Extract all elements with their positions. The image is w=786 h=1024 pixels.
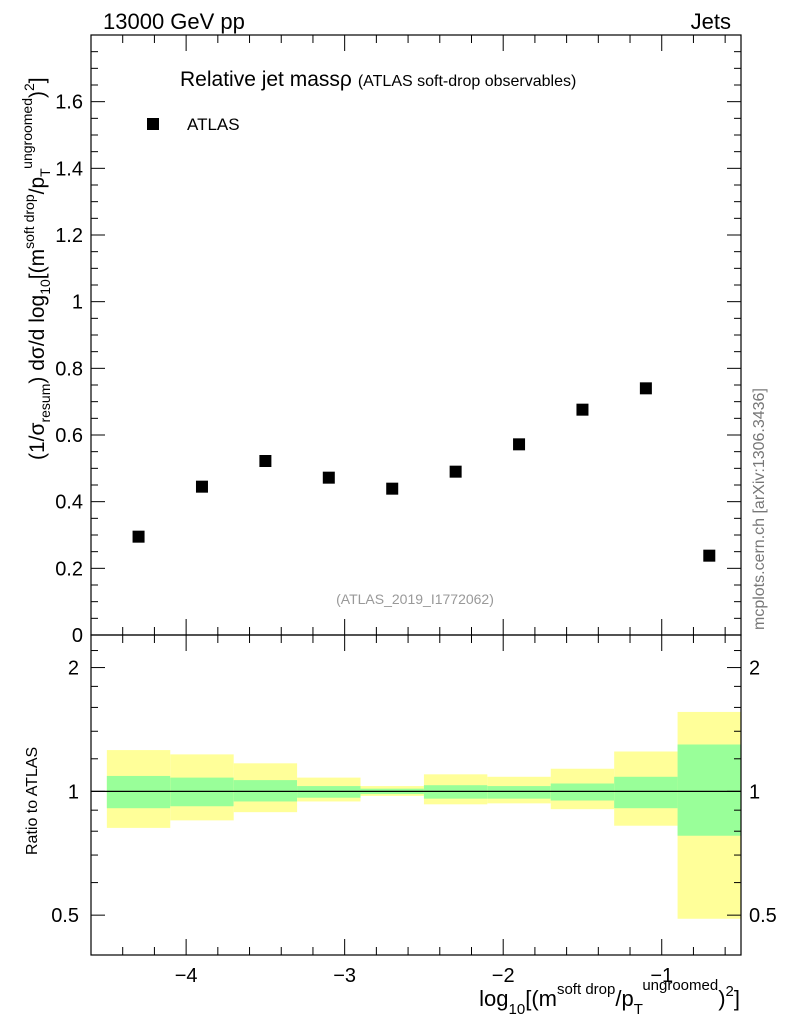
data-point-atlas [703,549,716,562]
main-y-tick-label: 1.2 [55,225,83,247]
data-point-atlas [639,382,652,395]
x-tick-label: −3 [333,965,356,987]
data-point-atlas [449,465,462,478]
main-panel: Relative jet massρ (ATLAS soft-drop obser… [19,34,742,647]
ratio-y-axis-label: Ratio to ATLAS [24,747,41,855]
data-point-atlas [132,530,145,543]
ratio-y-tick-label-right: 0.5 [749,905,777,927]
data-point-atlas [386,482,399,495]
legend-label: ATLAS [187,115,240,134]
ratio-y-tick-label-right: 2 [749,658,760,680]
data-point-atlas [322,471,335,484]
ratio-inner-band [106,775,171,809]
ratio-y-tick-label: 1 [68,781,79,803]
chart-title: Relative jet massρ (ATLAS soft-drop obser… [180,68,576,91]
data-point-atlas [259,455,272,467]
ratio-y-tick-label: 0.5 [51,905,79,927]
ratio-inner-band [677,744,741,836]
ratio-y-tick-label-right: 1 [749,781,760,803]
ratio-y-tick-label: 2 [68,658,79,680]
data-point-atlas [576,403,589,416]
main-y-tick-label: 1 [72,292,83,314]
main-y-tick-label: 0.4 [55,492,83,514]
ratio-inner-band [614,776,678,809]
header-energy-label: 13000 GeV pp [103,9,245,34]
main-y-tick-label: 0.2 [55,558,83,580]
ratio-inner-band [487,786,551,799]
main-y-tick-label: 0.6 [55,425,83,447]
x-axis-label: log10[(msoft drop/pTungroomed)2] [479,977,740,1018]
x-tick-label: −4 [175,965,198,987]
watermark-label: (ATLAS_2019_I1772062) [336,591,494,607]
x-tick-label: −1 [650,965,673,987]
ratio-plot-frame [90,634,742,956]
data-point-atlas [513,438,526,451]
side-source-label: mcplots.cern.ch [arXiv:1306.3436] [751,388,768,630]
main-y-axis-label: (1/σresum) dσ/d log10[(msoft drop/pTungr… [19,77,53,460]
ratio-inner-band [550,783,615,801]
data-point-atlas [195,480,208,493]
main-y-tick-label: 1.6 [55,92,83,114]
legend-marker [147,118,159,130]
main-y-tick-label: 0.8 [55,358,83,380]
header-process-label: Jets [691,9,731,34]
main-y-tick-label: 0 [72,625,83,647]
x-tick-label: −2 [492,965,515,987]
ratio-panel: 0.5 0.5 1 1 2 2 −4 −3 −2 −1 Ratio to ATLAS log10[… [24,634,777,1018]
main-y-tick-label: 1.4 [55,158,83,180]
